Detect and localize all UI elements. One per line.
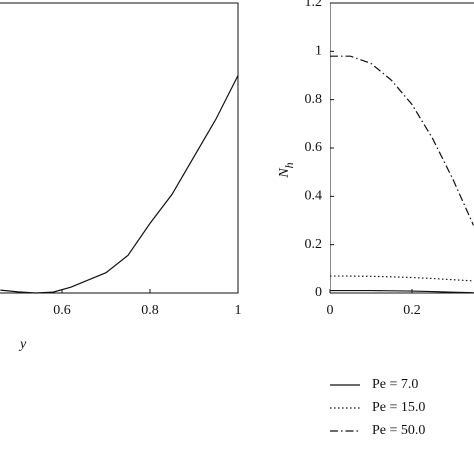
data-line [330, 275, 474, 282]
y-tick-label: 0.4 [305, 189, 323, 204]
y-tick-label: 0.6 [305, 140, 323, 155]
y-tick-label: 0.8 [305, 92, 323, 107]
x-tick-label: 0.2 [403, 303, 421, 318]
y-tick-label: 1 [315, 44, 322, 59]
legend-label: Pe = 15.0 [372, 400, 425, 415]
y-axis-label-sub: h [282, 162, 296, 168]
plot-frame [330, 2, 474, 294]
plot-frame [0, 2, 239, 294]
y-tick-label: 0.2 [305, 237, 323, 252]
data-line [0, 75, 239, 294]
y-tick-label: 0 [315, 285, 322, 300]
y-axis-label-main: N [277, 168, 292, 179]
data-line [330, 55, 474, 226]
y-tick-label: 1.2 [305, 0, 323, 10]
legend-label: Pe = 50.0 [372, 423, 425, 438]
plot-area [330, 2, 474, 294]
legend-label: Pe = 7.0 [372, 377, 418, 392]
data-line [330, 289, 474, 294]
x-tick-label: 0.6 [53, 303, 71, 318]
x-tick-label: 0 [327, 303, 334, 318]
x-tick-label: 1 [235, 303, 242, 318]
plot-area [0, 2, 239, 294]
x-axis-label: y [18, 337, 27, 352]
x-tick-label: 0.8 [141, 303, 159, 318]
y-axis-label: Nh [277, 162, 296, 178]
